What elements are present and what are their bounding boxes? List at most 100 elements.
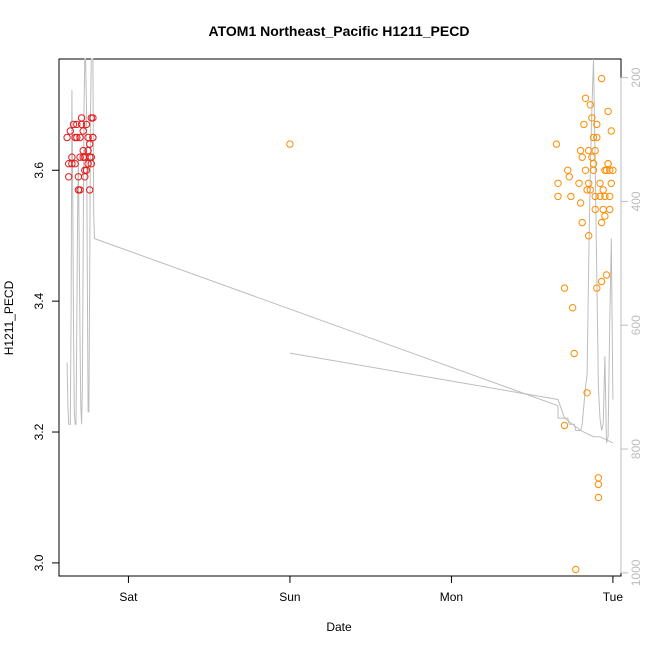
- data-point-series-2: [578, 218, 586, 227]
- data-point-series-1: [87, 160, 96, 168]
- profile-line-layer: [66, 58, 614, 444]
- data-point-series-2: [583, 389, 591, 397]
- data-point-series-2: [596, 192, 604, 201]
- data-point-series-2: [597, 277, 606, 286]
- data-point-series-1: [76, 153, 84, 161]
- data-point-series-2: [599, 205, 607, 214]
- data-point-series-2: [585, 179, 593, 188]
- data-point-series-1: [69, 120, 78, 129]
- data-point-series-2: [586, 186, 594, 194]
- y-tick-label: 3.6: [32, 162, 46, 179]
- data-point-series-2: [602, 271, 611, 279]
- x-axis-label: Date: [326, 620, 352, 634]
- x-tick-label: Sun: [279, 590, 300, 604]
- data-point-series-2: [570, 349, 578, 358]
- data-point-series-2: [286, 140, 294, 148]
- data-point-series-2: [552, 140, 561, 148]
- data-point-series-1: [89, 133, 97, 142]
- data-point-series-1: [63, 133, 71, 142]
- data-point-series-2: [560, 284, 569, 292]
- data-point-series-2: [568, 304, 577, 312]
- profile-line: [66, 58, 614, 444]
- data-point-series-2: [601, 212, 609, 220]
- data-point-series-2: [594, 474, 603, 482]
- data-point-series-2: [591, 146, 599, 155]
- right-tick-label: 600: [629, 315, 643, 335]
- data-point-series-2: [606, 166, 614, 175]
- data-point-series-2: [554, 192, 562, 201]
- data-point-series-2: [586, 101, 594, 109]
- data-point-series-2: [576, 199, 585, 207]
- data-point-series-2: [607, 127, 615, 135]
- data-point-series-1: [71, 160, 79, 168]
- data-point-series-2: [591, 205, 599, 214]
- data-point-series-1: [68, 160, 76, 168]
- data-point-series-2: [589, 166, 598, 175]
- data-point-series-1: [79, 127, 87, 135]
- data-point-series-2: [575, 179, 583, 188]
- x-tick-label: Mon: [440, 590, 463, 604]
- data-point-series-2: [606, 192, 614, 201]
- chart-title: ATOM1 Northeast_Pacific H1211_PECD: [209, 23, 470, 39]
- data-point-series-2: [588, 153, 596, 161]
- data-point-series-2: [578, 153, 586, 161]
- data-point-series-2: [597, 218, 606, 227]
- data-point-series-1: [89, 114, 97, 122]
- data-point-series-1: [84, 133, 92, 142]
- y-tick-label: 3.4: [32, 292, 46, 309]
- data-point-series-2: [601, 192, 609, 201]
- profile-line-segment: [289, 352, 614, 444]
- data-point-series-2: [593, 120, 601, 129]
- x-axis: Sat Sun Mon Tue: [119, 575, 624, 604]
- data-point-series-1: [73, 120, 81, 129]
- data-point-series-2: [593, 284, 601, 292]
- data-point-series-2: [588, 114, 596, 122]
- data-point-series-2: [609, 166, 617, 175]
- data-point-series-2: [585, 232, 593, 240]
- data-point-series-1: [77, 114, 86, 122]
- data-point-series-2: [565, 173, 573, 181]
- data-point-series-2: [596, 179, 604, 188]
- data-point-series-2: [607, 179, 615, 188]
- right-tick-label: 200: [629, 67, 643, 87]
- right-axis: 200 400 600 800 1000: [620, 67, 643, 586]
- data-point-series-2: [604, 107, 612, 116]
- data-point-series-2: [572, 565, 580, 574]
- y-tick-label: 3.0: [32, 554, 46, 571]
- data-point-series-2: [606, 205, 614, 214]
- data-point-series-2: [597, 74, 606, 83]
- data-point-series-1: [76, 133, 84, 142]
- data-point-series-2: [594, 493, 603, 502]
- data-point-series-2: [593, 133, 601, 142]
- points-layer: [63, 74, 617, 574]
- y-tick-label: 3.2: [32, 423, 46, 440]
- y-axis: 3.0 3.2 3.4 3.6: [32, 162, 60, 571]
- data-point-series-1: [73, 133, 81, 142]
- data-point-series-1: [86, 140, 94, 148]
- right-tick-label: 1000: [629, 559, 643, 586]
- data-point-series-2: [560, 421, 569, 430]
- y-axis-label: H1211_PECD: [2, 280, 16, 355]
- right-tick-label: 800: [629, 439, 643, 459]
- data-point-series-2: [567, 192, 575, 201]
- data-point-series-2: [589, 133, 598, 142]
- data-point-series-2: [581, 166, 590, 175]
- data-point-series-2: [591, 192, 599, 201]
- data-point-series-2: [589, 160, 598, 168]
- data-point-series-1: [86, 186, 94, 194]
- data-point-series-1: [82, 120, 91, 129]
- data-point-series-2: [576, 146, 585, 155]
- x-tick-label: Tue: [603, 590, 624, 604]
- data-point-series-1: [65, 173, 73, 181]
- x-tick-label: Sat: [119, 590, 138, 604]
- data-point-series-2: [604, 160, 612, 168]
- data-point-series-2: [554, 179, 562, 188]
- data-point-series-2: [580, 120, 588, 129]
- data-point-series-2: [564, 166, 572, 175]
- plot-frame: [58, 58, 622, 577]
- data-point-series-2: [594, 480, 603, 489]
- data-point-series-1: [82, 166, 91, 175]
- data-point-series-2: [599, 186, 607, 194]
- data-point-series-2: [581, 94, 590, 103]
